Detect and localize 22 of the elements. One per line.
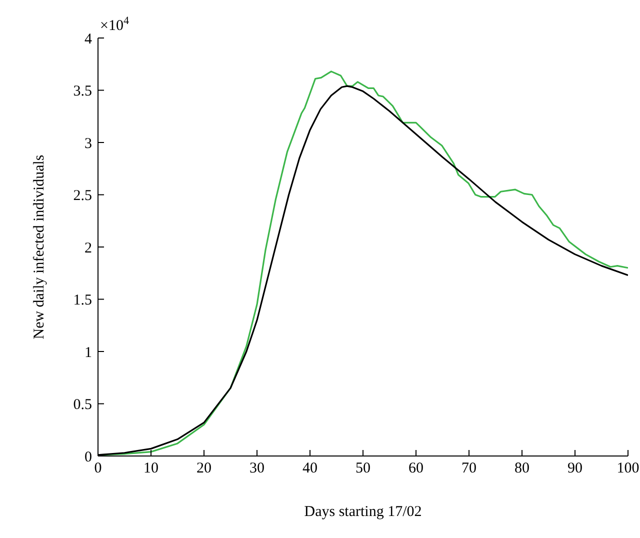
y-axis-title: New daily infected individuals — [31, 154, 48, 340]
x-tick-label: 60 — [408, 460, 424, 477]
y-tick-label: 2.5 — [73, 188, 92, 204]
x-tick-label: 70 — [462, 460, 476, 477]
x-tick-label: 40 — [302, 460, 318, 477]
y-tick-label: 1.5 — [73, 292, 92, 309]
x-tick-label: 100 — [616, 460, 640, 477]
x-tick-label: 30 — [250, 460, 264, 477]
y-tick-label: 2 — [84, 240, 92, 256]
x-tick-label: 10 — [144, 460, 158, 477]
y-tick-label: 4 — [84, 31, 92, 48]
y-tick-label: 0 — [84, 449, 92, 466]
y-tick-label: 1 — [84, 344, 92, 361]
x-tick-label: 50 — [356, 460, 370, 477]
text: ×10$^{4}$ — [100, 15, 130, 34]
x-tick-label: 20 — [196, 460, 212, 477]
x-tick-label: 90 — [568, 460, 582, 477]
x-axis-title: Days starting 17/02 — [304, 504, 422, 520]
y-tick-label: 3.5 — [73, 84, 92, 100]
y-tick-label: 0.5 — [73, 397, 92, 414]
y-tick-label: 3 — [84, 136, 92, 152]
x-tick-label: 80 — [514, 460, 530, 477]
